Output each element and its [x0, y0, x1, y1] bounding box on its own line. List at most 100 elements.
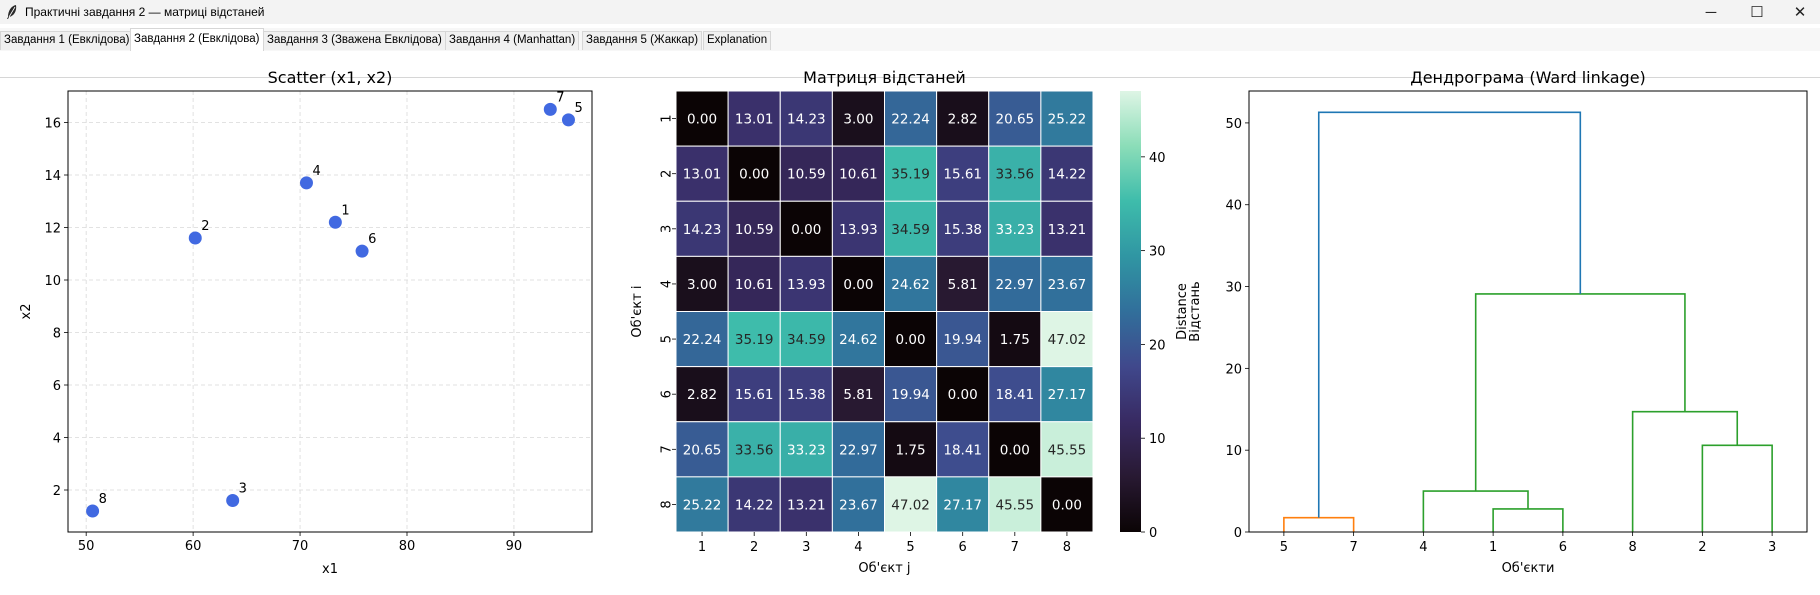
tab-task-3[interactable]: Завдання 3 (Зважена Евклідова) [263, 31, 446, 50]
dendrogram-link [1492, 508, 1564, 532]
scatter-point [86, 504, 100, 518]
window-title: Практичні завдання 2 — матриці відстаней [25, 5, 265, 19]
heatmap-cell [675, 421, 729, 478]
heatmap-cell [988, 200, 1042, 257]
heatmap-cell-value: 15.61 [943, 167, 982, 183]
scatter-point-label: 5 [574, 101, 582, 116]
heatmap-cell-value: 14.22 [1048, 167, 1087, 183]
scatter-y-tick-label: 16 [44, 117, 61, 132]
scatter-x-tick-label: 50 [78, 539, 95, 554]
heatmap-cell-value: 25.22 [683, 497, 722, 513]
heatmap-cell [988, 145, 1042, 202]
scatter-point [328, 215, 342, 229]
heatmap-cell-value: 15.38 [787, 387, 826, 403]
heatmap-cell-value: 13.21 [787, 497, 826, 513]
heatmap-y-tick-label: 4 [660, 280, 675, 288]
scatter-x-tick-label: 80 [399, 539, 416, 554]
tab-task-4[interactable]: Завдання 4 (Manhattan) [445, 31, 580, 50]
heatmap-cell [727, 421, 781, 478]
tab-task-2[interactable]: Завдання 2 (Евклідова) [130, 28, 264, 51]
heatmap-cell [936, 255, 990, 312]
dendrogram-chart: 0 10 20 30 40 50 5 7 4 1 6 8 2 3 Дендрограма (Ward lin… [1188, 68, 1808, 576]
heatmap-cell-value: 13.01 [735, 112, 774, 128]
heatmap-x-tick-label: 1 [698, 540, 706, 555]
scatter-frame [67, 90, 593, 533]
dendrogram-link [1474, 293, 1686, 492]
heatmap-cell-value: 23.67 [1048, 277, 1087, 293]
heatmap-cell-value: 10.59 [787, 167, 826, 183]
dendrogram-leaf-label: 6 [1559, 540, 1567, 555]
scatter-point [543, 102, 557, 116]
tab-task-5[interactable]: Завдання 5 (Жаккар) [582, 31, 703, 50]
heatmap-cell-value: 10.61 [839, 167, 878, 183]
heatmap-y-tick-label: 5 [660, 335, 675, 343]
tab-task-1[interactable]: Завдання 1 (Евклідова) [0, 31, 134, 50]
dendrogram-leaf-label: 5 [1280, 540, 1288, 555]
heatmap-cell [884, 145, 938, 202]
heatmap-y-tick-label: 2 [660, 170, 675, 178]
heatmap-x-tick-label: 7 [1011, 540, 1019, 555]
scatter-x-tick-label: 60 [185, 539, 202, 554]
heatmap-cell-value: 25.22 [1048, 112, 1087, 128]
heatmap-x-tick-label: 8 [1063, 540, 1071, 555]
heatmap-cell-value: 10.59 [735, 222, 774, 238]
heatmap-cell-value: 5.81 [948, 277, 978, 293]
heatmap-cell [936, 200, 990, 257]
heatmap-cell-value: 13.93 [787, 277, 826, 293]
scatter-y-tick-label: 10 [44, 274, 61, 289]
distance-heatmap: 0.00 13.01 14.23 3.00 22.24 2.82 20.65 25.2213.… [630, 68, 1190, 576]
title-bar: Практичні завдання 2 — матриці відстаней… [0, 0, 1820, 24]
scatter-point [355, 244, 369, 258]
scatter-point-label: 3 [239, 482, 247, 497]
tab-bar: Завдання 1 (Евклідова) Завдання 2 (Евклі… [0, 28, 1820, 78]
scatter-x-axis-label: x1 [322, 562, 338, 577]
heatmap-cell-value: 0.00 [687, 112, 717, 128]
heatmap-cell [675, 311, 729, 368]
heatmap-cell-value: 19.94 [943, 332, 982, 348]
heatmap-cell [727, 311, 781, 368]
colorbar-label: Distance [1175, 283, 1190, 340]
heatmap-cell-value: 15.61 [735, 387, 774, 403]
scatter-y-tick-label: 14 [44, 169, 61, 184]
heatmap-cell [988, 311, 1042, 368]
dendrogram-x-axis-label: Об'єкти [1502, 561, 1555, 576]
colorbar [1120, 91, 1141, 532]
heatmap-cell-value: 35.19 [891, 167, 930, 183]
heatmap-cell [1040, 366, 1094, 423]
tab-explanation[interactable]: Explanation [703, 31, 772, 50]
heatmap-cell-value: 33.56 [735, 442, 774, 458]
heatmap-y-tick-label: 1 [660, 114, 675, 122]
heatmap-cell-value: 34.59 [787, 332, 826, 348]
heatmap-cell-value: 27.17 [943, 497, 982, 513]
heatmap-cell [884, 311, 938, 368]
minimize-button[interactable]: ─ [1688, 0, 1734, 24]
scatter-point-label: 8 [99, 492, 107, 507]
heatmap-y-axis-label: Об'єкт i [630, 285, 645, 337]
heatmap-cell [727, 145, 781, 202]
heatmap-cell [884, 476, 938, 533]
scatter-point-label: 1 [341, 203, 349, 218]
heatmap-cell-value: 47.02 [891, 497, 930, 513]
scatter-point [561, 113, 575, 127]
dendrogram-leaf-label: 2 [1698, 540, 1706, 555]
heatmap-cell-value: 0.00 [1052, 497, 1082, 513]
heatmap-x-tick-label: 6 [959, 540, 967, 555]
heatmap-y-tick-label: 7 [660, 445, 675, 453]
heatmap-cell [1040, 200, 1094, 257]
heatmap-cell-value: 0.00 [948, 387, 978, 403]
close-button[interactable]: ✕ [1780, 0, 1820, 24]
heatmap-cell [988, 255, 1042, 312]
heatmap-cell-value: 27.17 [1048, 387, 1087, 403]
dendrogram-link [1283, 516, 1355, 532]
heatmap-cell [884, 421, 938, 478]
dendrogram-link [1631, 410, 1739, 532]
heatmap-cell [936, 476, 990, 533]
heatmap-cell [831, 366, 885, 423]
dendrogram-link [1317, 111, 1582, 518]
heatmap-cell [831, 145, 885, 202]
scatter-point [188, 231, 202, 245]
heatmap-cell-value: 0.00 [843, 277, 873, 293]
maximize-button[interactable]: ☐ [1734, 0, 1780, 24]
